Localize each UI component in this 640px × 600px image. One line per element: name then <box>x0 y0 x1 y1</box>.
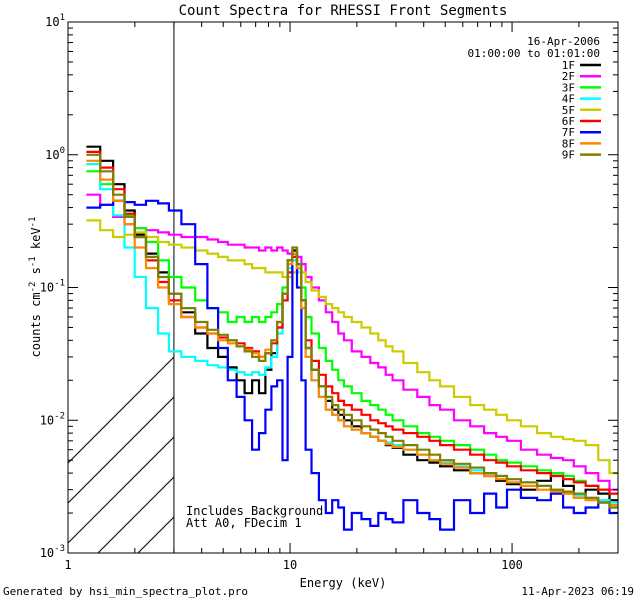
axis-tick-labels: 1 10 100 101 100 10-1 10-2 10-3 <box>40 13 523 572</box>
series-group <box>86 145 618 531</box>
series-5F <box>86 219 618 475</box>
x-tick-label: 100 <box>501 558 523 572</box>
footer-timestamp: 11-Apr-2023 06:19 <box>521 585 634 598</box>
time-range-label: 01:00:00 to 01:01:00 <box>468 47 600 60</box>
series-7F <box>86 199 618 531</box>
y-tick-label: 100 <box>45 146 65 162</box>
legend-label-6F: 6F <box>562 115 575 128</box>
hatch-line <box>68 356 174 464</box>
y-tick-label: 10-3 <box>40 544 65 560</box>
series-1F <box>86 145 618 502</box>
hatch-line <box>68 436 174 544</box>
series-8F <box>86 159 618 507</box>
y-tick-label: 10-2 <box>40 411 65 427</box>
y-axis-label: counts cm-2 s-1 keV-1 <box>28 217 43 358</box>
x-axis-label: Energy (keV) <box>300 576 387 590</box>
below-threshold-hatched-region <box>68 0 640 553</box>
series-4F <box>86 163 618 504</box>
legend-label-9F: 9F <box>562 149 575 162</box>
legend-label-8F: 8F <box>562 137 575 150</box>
hatch-line <box>68 396 174 504</box>
legend-label-7F: 7F <box>562 126 575 139</box>
series-2F <box>86 193 618 491</box>
plot-frame <box>67 21 619 554</box>
y-tick-label: 10-1 <box>40 279 65 295</box>
series-9F <box>86 153 618 509</box>
y-tick-label: 101 <box>45 13 65 29</box>
hatch-line <box>218 0 640 553</box>
legend-label-4F: 4F <box>562 93 575 106</box>
date-label: 16-Apr-2006 <box>527 35 600 48</box>
legend-label-2F: 2F <box>562 70 575 83</box>
x-tick-label: 10 <box>283 558 297 572</box>
legend-label-1F: 1F <box>562 59 575 72</box>
x-tick-label: 1 <box>64 558 71 572</box>
hatch-line <box>258 0 640 553</box>
footer-generated-by: Generated by hsi_min_spectra_plot.pro <box>3 585 249 598</box>
legend-label-5F: 5F <box>562 104 575 117</box>
legend-label-3F: 3F <box>562 81 575 94</box>
series-3F <box>86 170 618 495</box>
annotation-background: Includes Background <box>186 504 323 518</box>
chart-title: Count Spectra for RHESSI Front Segments <box>179 3 508 19</box>
header-info: 16-Apr-2006 01:00:00 to 01:01:00 <box>468 35 600 60</box>
axis-ticks <box>67 21 619 554</box>
hatch-line <box>338 0 640 553</box>
annotation-attenuator: Att A0, FDecim 1 <box>186 516 302 530</box>
